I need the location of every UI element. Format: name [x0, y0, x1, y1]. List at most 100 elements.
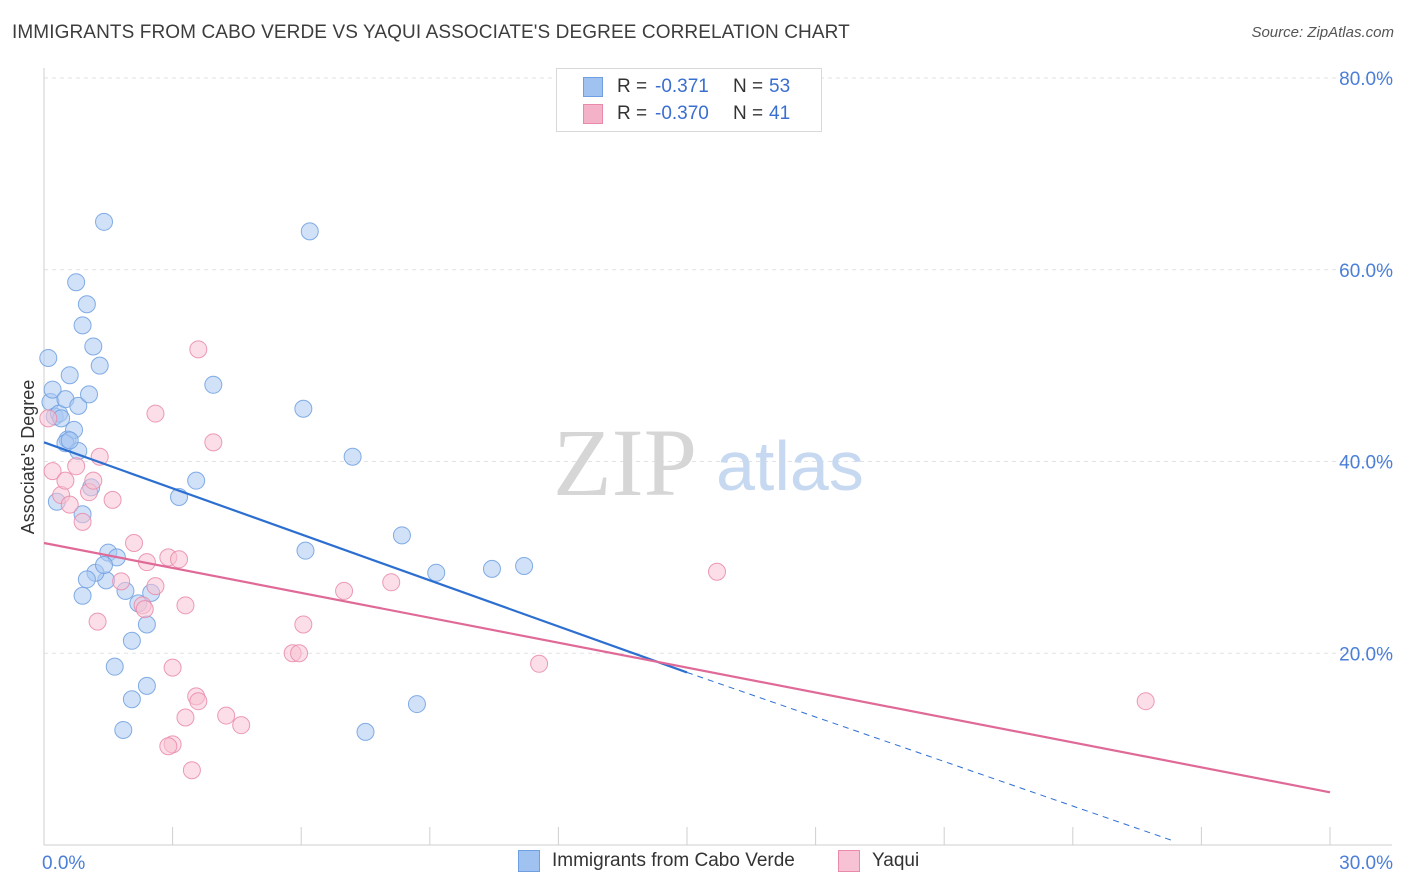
- trend-lines: [43, 441, 1331, 841]
- legend-item-yaqui[interactable]: Yaqui: [838, 850, 919, 872]
- cabo-verde-point: [73, 586, 92, 605]
- axes: [43, 68, 1392, 846]
- watermark: ZIP atlas: [553, 409, 864, 516]
- yaqui-point: [135, 600, 154, 619]
- cabo-verde-point: [294, 399, 313, 418]
- cabo-verde-point: [343, 447, 362, 466]
- cabo-verde-point: [515, 557, 534, 576]
- yaqui-point: [60, 495, 79, 514]
- yaqui-point: [73, 512, 92, 531]
- legend-row-cabo-verde: R = -0.371 N = 53: [583, 75, 790, 99]
- x-tick-label: 30.0%: [1339, 853, 1393, 874]
- cabo-verde-point: [67, 273, 86, 292]
- legend-r-label: R =: [617, 76, 648, 97]
- yaqui-point: [88, 612, 107, 631]
- yaqui-point: [176, 596, 195, 615]
- cabo-verde-point: [122, 690, 141, 709]
- cabo-verde-trend-line-extension: [686, 671, 1172, 841]
- cabo-verde-point: [300, 222, 319, 241]
- cabo-verde-point: [95, 556, 114, 575]
- cabo-verde-point: [90, 356, 109, 375]
- cabo-verde-point: [392, 526, 411, 545]
- yaqui-trend-line: [43, 541, 1331, 794]
- watermark-atlas: atlas: [716, 427, 864, 505]
- legend-item-cabo-verde[interactable]: Immigrants from Cabo Verde: [518, 850, 795, 872]
- yaqui-point: [56, 471, 75, 490]
- yaqui-point: [170, 550, 189, 569]
- yaqui-point: [84, 471, 103, 490]
- yaqui-point: [290, 644, 309, 663]
- cabo-verde-point: [84, 337, 103, 356]
- cabo-verde-point: [137, 676, 156, 695]
- legend-n-value: 41: [769, 103, 791, 124]
- cabo-verde-point: [356, 722, 375, 741]
- cabo-verde-point: [105, 657, 124, 676]
- legend-n-label: N =: [733, 103, 764, 124]
- tick-labels: 20.0% 40.0% 60.0% 80.0% 0.0% 30.0%: [42, 69, 1393, 874]
- legend-label-cabo-verde: Immigrants from Cabo Verde: [552, 850, 795, 871]
- y-tick-label: 80.0%: [1339, 69, 1393, 90]
- cabo-verde-point: [60, 431, 79, 450]
- cabo-verde-point: [80, 385, 99, 404]
- cabo-verde-point: [77, 570, 96, 589]
- yaqui-point: [708, 562, 727, 581]
- y-tick-label: 60.0%: [1339, 261, 1393, 282]
- yaqui-point: [112, 572, 131, 591]
- yaqui-point: [125, 533, 144, 552]
- cabo-verde-point: [427, 563, 446, 582]
- cabo-verde-point: [39, 348, 58, 367]
- yaqui-point: [159, 737, 178, 756]
- legend-n-label: N =: [733, 76, 764, 97]
- yaqui-point: [382, 573, 401, 592]
- cabo-verde-point: [77, 295, 96, 314]
- series-legend: Immigrants from Cabo Verde Yaqui: [0, 850, 1406, 878]
- legend-r-value: -0.371: [655, 76, 709, 97]
- cabo-verde-point: [296, 541, 315, 560]
- y-tick-label: 40.0%: [1339, 453, 1393, 474]
- yaqui-point: [335, 581, 354, 600]
- cabo-verde-point: [482, 559, 501, 578]
- yaqui-point: [530, 654, 549, 673]
- cabo-verde-trend-line: [43, 441, 688, 674]
- yaqui-point: [294, 615, 313, 634]
- legend-swatch-yaqui: [583, 104, 603, 124]
- yaqui-point: [232, 716, 251, 735]
- cabo-verde-point: [204, 375, 223, 394]
- yaqui-point: [146, 404, 165, 423]
- yaqui-point: [39, 409, 58, 428]
- yaqui-point: [189, 340, 208, 359]
- yaqui-point: [182, 761, 201, 780]
- x-tick-label: 0.0%: [42, 853, 85, 874]
- cabo-verde-point: [95, 212, 114, 231]
- watermark-zip: ZIP: [553, 409, 697, 516]
- legend-swatch-cabo-verde: [518, 850, 540, 872]
- yaqui-point: [217, 706, 236, 725]
- legend-row-yaqui: R = -0.370 N = 41: [583, 102, 790, 126]
- yaqui-point: [189, 692, 208, 711]
- source-credit: Source: ZipAtlas.com: [1251, 24, 1394, 41]
- legend-swatch-yaqui: [838, 850, 860, 872]
- chart-title: IMMIGRANTS FROM CABO VERDE VS YAQUI ASSO…: [12, 22, 850, 43]
- cabo-verde-point: [407, 695, 426, 714]
- cabo-verde-point: [60, 366, 79, 385]
- yaqui-point: [204, 433, 223, 452]
- cabo-verde-point: [114, 720, 133, 739]
- cabo-verde-point: [43, 380, 62, 399]
- y-tick-label: 20.0%: [1339, 644, 1393, 665]
- cabo-verde-point: [137, 615, 156, 634]
- yaqui-point: [1136, 692, 1155, 711]
- cabo-verde-point: [73, 316, 92, 335]
- yaqui-point: [163, 658, 182, 677]
- yaqui-point: [176, 708, 195, 727]
- data-points: [39, 212, 1155, 780]
- yaqui-point: [43, 462, 62, 481]
- legend-label-yaqui: Yaqui: [872, 850, 920, 871]
- yaqui-point: [103, 490, 122, 509]
- legend-r-label: R =: [617, 103, 648, 124]
- y-axis-label: Associate's Degree: [18, 380, 38, 535]
- cabo-verde-point: [69, 396, 88, 415]
- stats-legend: R = -0.371 N = 53 R = -0.370 N = 41: [556, 68, 822, 132]
- legend-n-value: 53: [769, 76, 791, 97]
- cabo-verde-point: [187, 471, 206, 490]
- yaqui-point: [67, 457, 86, 476]
